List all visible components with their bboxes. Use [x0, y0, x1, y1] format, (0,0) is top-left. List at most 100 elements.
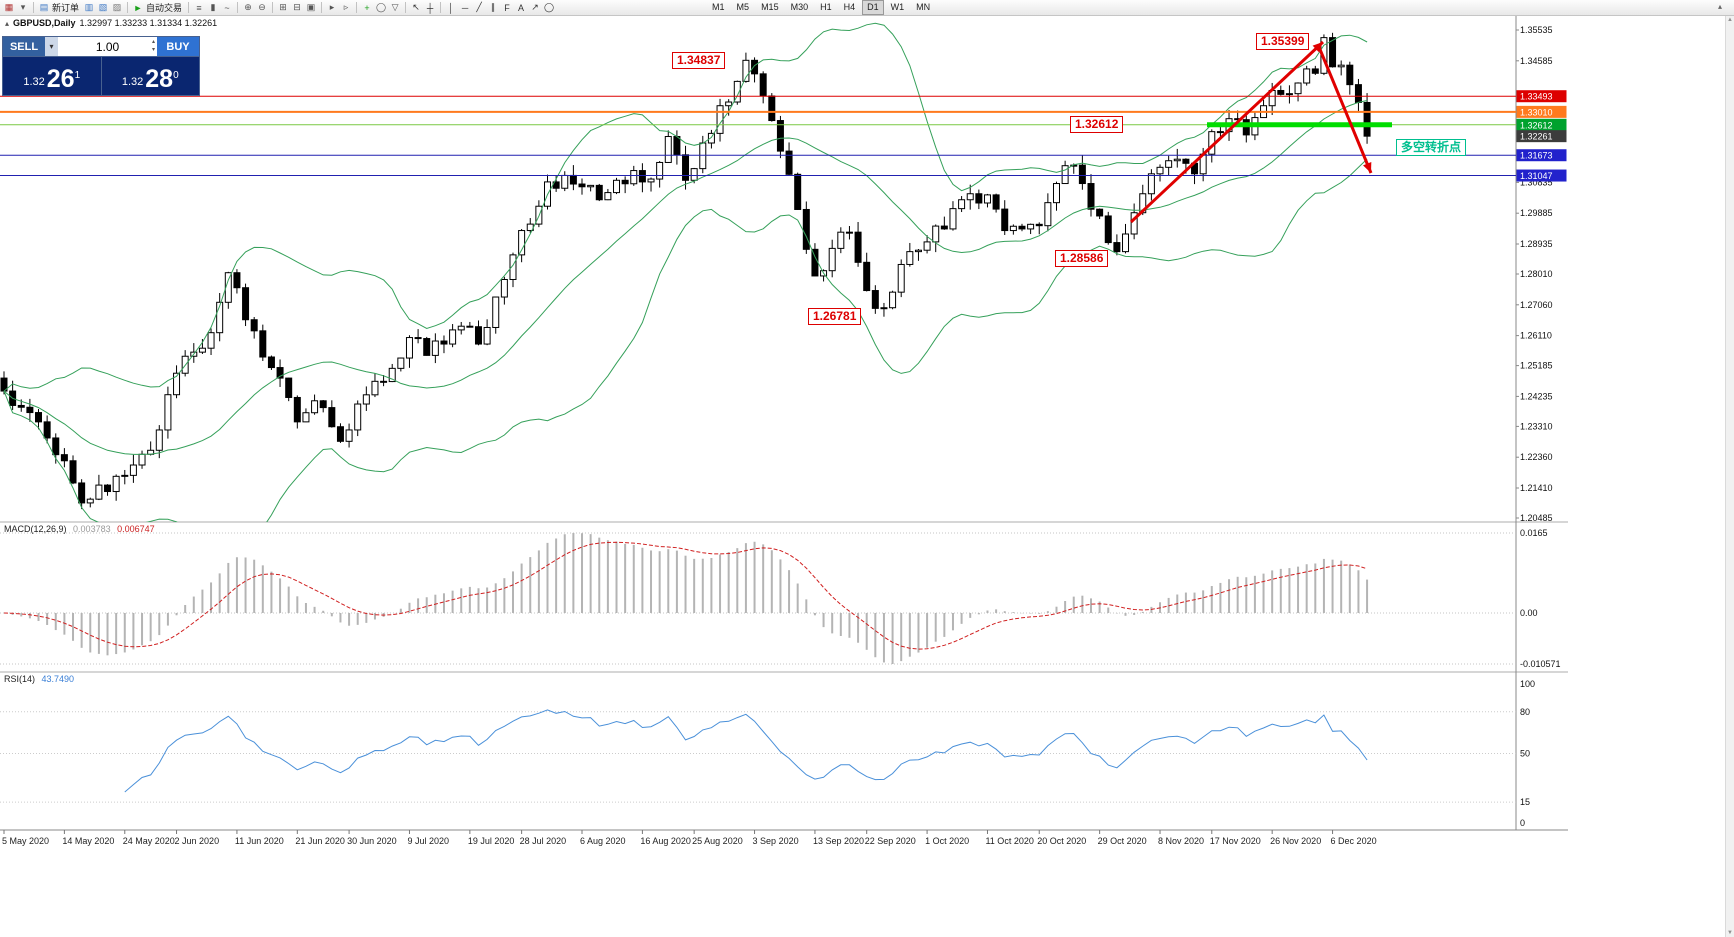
toolbar-separator — [405, 2, 407, 13]
timeframe-d1[interactable]: D1 — [862, 0, 884, 15]
spin-up-icon[interactable]: ▴ — [151, 39, 155, 45]
date-axis-label: 22 Sep 2020 — [865, 836, 916, 846]
candles-layer — [0, 22, 1371, 562]
vertical-line-icon[interactable]: │ — [448, 2, 454, 13]
text-label-icon[interactable]: A — [518, 2, 525, 13]
trendline-icon[interactable]: ╱ — [476, 2, 482, 12]
periods-icon[interactable]: ◯ — [375, 2, 387, 12]
price-label-callout[interactable]: 1.28586 — [1055, 250, 1109, 268]
buy-price-small: 1.32 — [121, 76, 144, 88]
date-axis-label: 16 Aug 2020 — [640, 836, 691, 846]
price-label-callout[interactable]: 1.35399 — [1256, 33, 1310, 51]
market-watch-icon[interactable]: ▥ — [84, 2, 94, 12]
crosshair-icon[interactable]: ┼ — [426, 2, 434, 13]
date-axis-label: 25 Aug 2020 — [692, 836, 743, 846]
toolbar-separator — [321, 2, 323, 13]
note-callout[interactable]: 多空转折点 — [1396, 138, 1467, 156]
svg-text:1.26110: 1.26110 — [1520, 331, 1552, 341]
date-axis-label: 14 May 2020 — [62, 836, 114, 846]
sell-options-dropdown-icon[interactable]: ▾ — [45, 37, 58, 56]
buy-button[interactable]: BUY — [157, 37, 199, 56]
trend-arrow-object[interactable] — [1317, 46, 1373, 174]
line-chart-icon[interactable]: ~ — [224, 2, 230, 13]
price-label-callout[interactable]: 1.32612 — [1070, 115, 1124, 133]
date-axis-label: 28 Jul 2020 — [520, 836, 567, 846]
candle-chart-icon[interactable]: ▮ — [210, 2, 216, 12]
cascade-windows-icon[interactable]: ⊟ — [293, 2, 301, 12]
svg-text:1.28935: 1.28935 — [1520, 239, 1553, 249]
spin-down-icon[interactable]: ▾ — [151, 47, 155, 53]
arrows-tool-icon[interactable]: ↗ — [531, 2, 539, 12]
timeframe-m15[interactable]: M15 — [761, 2, 779, 12]
timeframe-m1[interactable]: M1 — [712, 2, 725, 12]
timeframe-m30[interactable]: M30 — [790, 2, 809, 12]
toolbar-separator — [127, 2, 129, 13]
autotrading-icon[interactable]: ► — [133, 2, 143, 13]
bollinger-band-line[interactable] — [3, 22, 1368, 392]
bollinger-band-line[interactable] — [3, 100, 1368, 455]
svg-text:1.23310: 1.23310 — [1520, 421, 1553, 431]
price-label-callout[interactable]: 1.26781 — [808, 307, 862, 325]
zoom-in-icon[interactable]: ⊕ — [244, 2, 252, 12]
new-order-label[interactable]: 新订单 — [52, 3, 80, 13]
fibonacci-icon[interactable]: F — [504, 2, 510, 13]
templates-icon[interactable]: ▽ — [391, 2, 399, 12]
zoom-out-icon[interactable]: ⊖ — [258, 2, 266, 12]
price-axis-tag: 1.32261 — [1516, 130, 1567, 143]
toolbar-separator — [440, 2, 442, 13]
bar-chart-icon[interactable]: ≡ — [196, 2, 202, 13]
vertical-scrollbar[interactable]: ▲ ▼ — [1725, 16, 1734, 937]
toolbar-collapse-icon[interactable]: ▴ — [1717, 2, 1722, 11]
navigator-icon[interactable]: ▨ — [112, 2, 122, 12]
price-label-callout[interactable]: 1.34837 — [672, 51, 726, 69]
scroll-up-icon[interactable]: ▲ — [1727, 17, 1733, 23]
svg-text:80: 80 — [1520, 707, 1530, 717]
date-axis-label: 1 Oct 2020 — [925, 836, 969, 846]
svg-text:1.30835: 1.30835 — [1520, 177, 1553, 187]
sell-button[interactable]: SELL — [3, 37, 45, 56]
svg-text:0: 0 — [1520, 818, 1525, 828]
rsi-label: RSI(14) 43.7490 — [4, 674, 74, 684]
volume-value: 1.00 — [95, 39, 120, 54]
autotrading-label[interactable]: 自动交易 — [146, 3, 183, 13]
timeframe-m5[interactable]: M5 — [736, 2, 750, 12]
data-window-icon[interactable]: ▧ — [98, 2, 108, 12]
date-axis-label: 11 Oct 2020 — [985, 836, 1033, 846]
toolbar-separator — [188, 2, 190, 13]
price-axis-tag: 1.33010 — [1516, 105, 1567, 118]
auto-scroll-icon[interactable]: ▸ — [329, 2, 335, 12]
buy-price-display[interactable]: 1.32 28 0 — [100, 57, 200, 95]
sell-price-display[interactable]: 1.32 26 1 — [3, 57, 101, 95]
volume-spinner[interactable]: ▴ ▾ — [152, 38, 155, 54]
toolbar-separator — [356, 2, 358, 13]
horizontal-line-icon[interactable]: ─ — [461, 2, 469, 13]
svg-text:1.29885: 1.29885 — [1520, 208, 1553, 218]
svg-text:1.31673: 1.31673 — [1520, 151, 1553, 161]
new-chart-icon[interactable]: ▦ — [4, 2, 14, 12]
cursor-icon[interactable]: ↖ — [412, 2, 420, 12]
chart-shift-icon[interactable]: ▹ — [343, 2, 349, 12]
svg-text:1.32261: 1.32261 — [1520, 132, 1553, 142]
equidistant-channel-icon[interactable]: ∥ — [490, 2, 496, 12]
volume-input[interactable]: 1.00 ▴ ▾ — [58, 37, 157, 56]
price-axis-tag: 1.31047 — [1516, 169, 1567, 182]
new-chart-dropdown-icon[interactable]: ▾ — [20, 2, 26, 12]
arrange-icons-icon[interactable]: ▣ — [306, 2, 316, 12]
bollinger-band-line[interactable] — [3, 158, 1368, 562]
scroll-down-icon[interactable]: ▼ — [1727, 930, 1733, 936]
tile-windows-icon[interactable]: ⊞ — [279, 2, 287, 12]
timeframe-mn[interactable]: MN — [916, 2, 931, 12]
indicators-icon[interactable]: + — [364, 2, 370, 13]
date-axis-label: 6 Aug 2020 — [580, 836, 626, 846]
timeframe-h4[interactable]: H4 — [843, 2, 856, 12]
timeframe-h1[interactable]: H1 — [820, 2, 832, 12]
macd-signal-value: 0.006747 — [117, 524, 155, 534]
svg-text:1.33493: 1.33493 — [1520, 92, 1553, 102]
new-order-icon[interactable]: ▤ — [39, 2, 49, 12]
ellipse-icon[interactable]: ◯ — [543, 2, 555, 12]
svg-text:0.00: 0.00 — [1520, 608, 1538, 618]
timeframe-w1[interactable]: W1 — [890, 2, 905, 12]
trend-arrow-object[interactable] — [1129, 40, 1325, 224]
chart-title: ▴ GBPUSD,Daily 1.32997 1.33233 1.31334 1… — [5, 18, 217, 28]
